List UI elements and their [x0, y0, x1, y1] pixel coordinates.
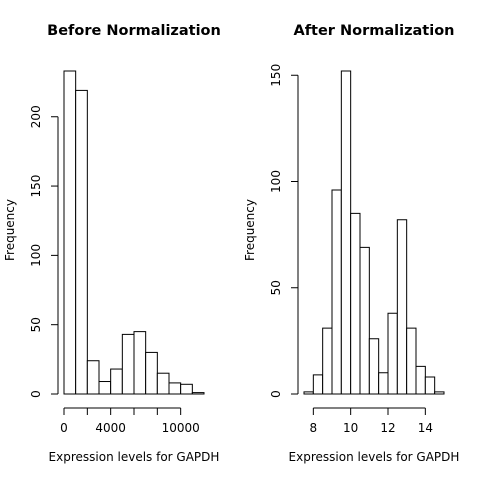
histogram-bar — [387, 312, 398, 395]
histogram-bar — [368, 338, 380, 395]
x-tick-label: 8 — [310, 421, 318, 435]
histogram-bar — [133, 331, 147, 395]
x-axis-label: Expression levels for GAPDH — [289, 450, 460, 464]
histogram-bar — [145, 351, 158, 395]
histogram-bar — [434, 391, 445, 395]
histogram-bar — [424, 376, 436, 395]
x-tick-label: 14 — [418, 421, 433, 435]
histogram-bar — [359, 246, 370, 395]
y-tick-label: 0 — [29, 390, 43, 398]
panel-after-normalization: After Normalization Expression levels fo… — [243, 23, 459, 464]
y-tick-label: 50 — [29, 317, 43, 332]
histogram-bar — [350, 212, 361, 395]
y-tick-label: 50 — [269, 280, 283, 295]
x-axis-label: Expression levels for GAPDH — [49, 450, 220, 464]
histogram-bar — [312, 374, 324, 395]
panel-before-normalization: Before Normalization Expression levels f… — [3, 23, 221, 464]
y-tick-label: 200 — [29, 105, 43, 128]
histogram-bar — [98, 381, 112, 395]
histogram-bar — [340, 70, 352, 395]
y-axis-label: Frequency — [243, 199, 257, 261]
y-tick-label: 150 — [29, 175, 43, 198]
histogram-bar — [156, 372, 170, 395]
y-tick-label: 100 — [29, 244, 43, 267]
y-axis-label: Frequency — [3, 199, 17, 261]
x-tick-label: 0 — [60, 421, 68, 435]
histogram-bar — [378, 372, 389, 395]
histogram-bar — [75, 89, 88, 395]
x-tick-label: 12 — [380, 421, 395, 435]
histogram-bar — [331, 189, 342, 395]
histogram-bar — [63, 70, 77, 395]
histogram-bar — [303, 391, 314, 395]
histogram-bar — [180, 383, 193, 395]
histogram-bar — [110, 368, 123, 395]
x-tick-label: 10000 — [162, 421, 200, 435]
histogram-bar — [191, 392, 205, 395]
histogram-bar — [415, 365, 426, 395]
x-tick-label: 4000 — [95, 421, 126, 435]
histogram-bar — [396, 219, 408, 395]
histogram-bar — [322, 327, 333, 395]
x-tick-label: 10 — [343, 421, 358, 435]
histogram-bar — [86, 360, 100, 395]
histogram-bar — [168, 382, 182, 395]
chart-title: After Normalization — [294, 23, 455, 39]
chart-title: Before Normalization — [47, 23, 221, 39]
y-tick-label: 0 — [269, 390, 283, 398]
histogram-bar — [121, 333, 135, 395]
y-tick-label: 150 — [269, 64, 283, 87]
y-tick-label: 100 — [269, 170, 283, 193]
histogram-bar — [406, 327, 417, 395]
